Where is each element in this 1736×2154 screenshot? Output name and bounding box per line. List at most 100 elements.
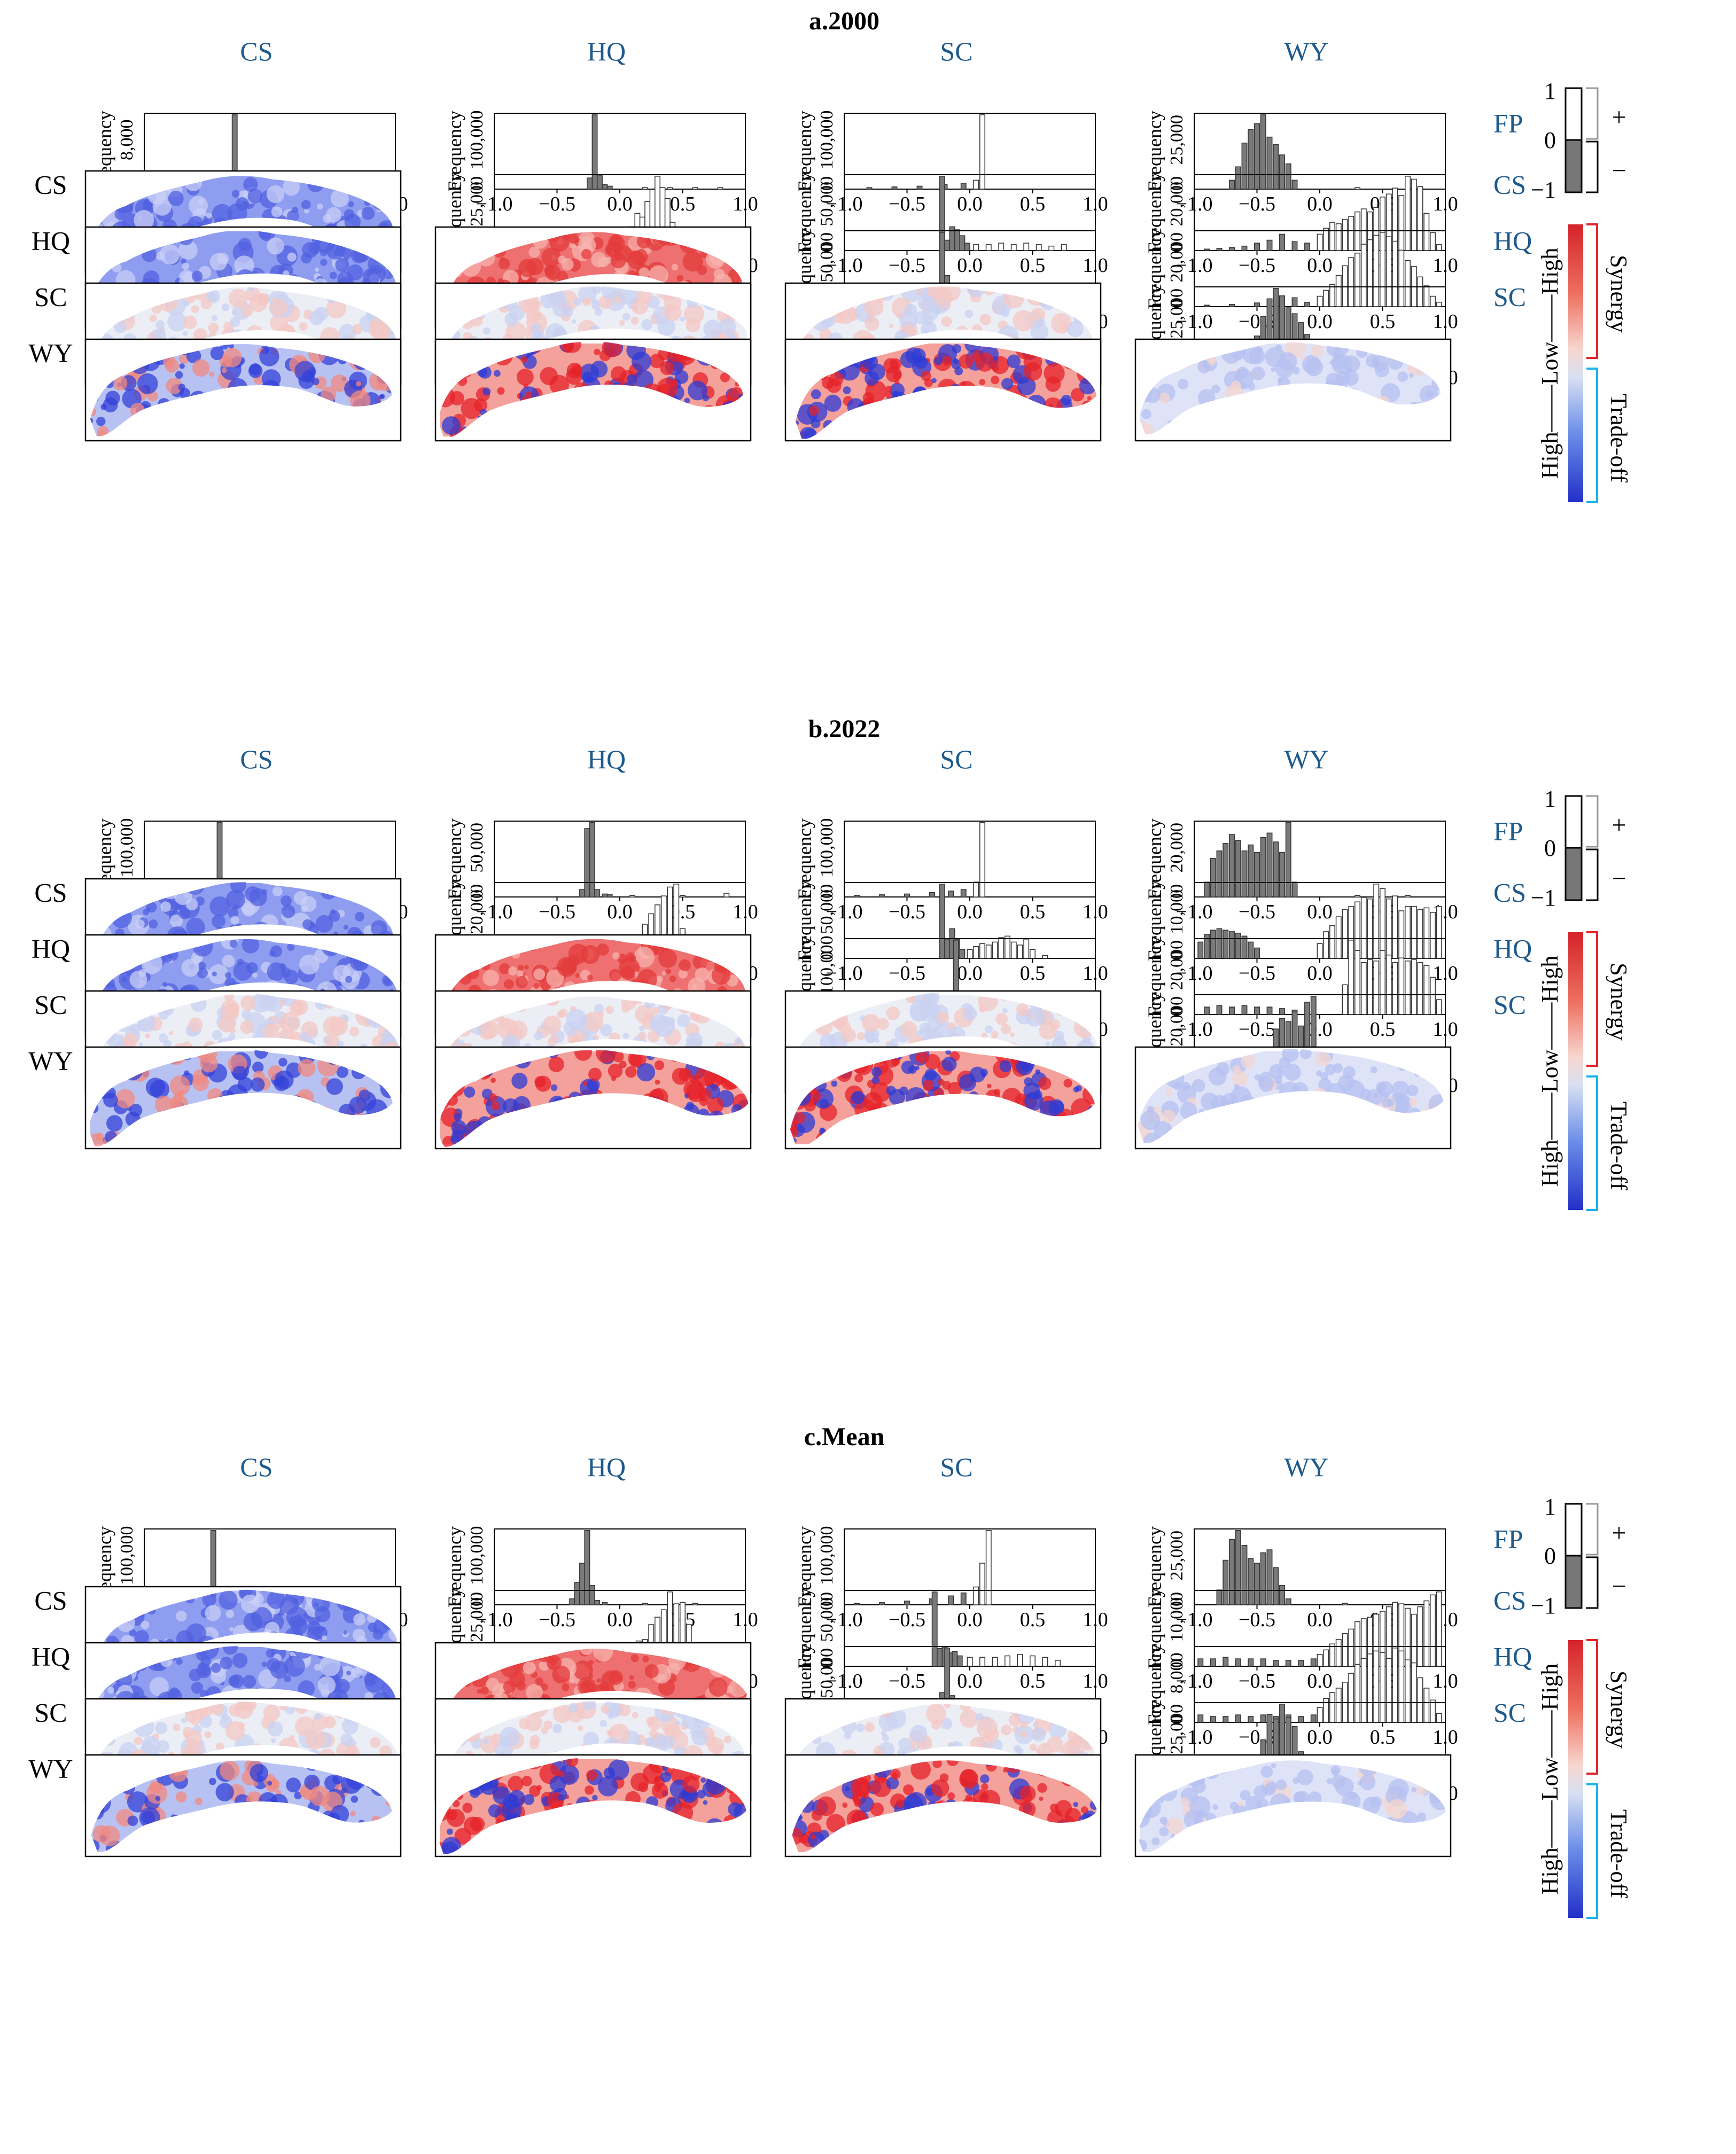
histogram-bar	[1285, 1598, 1291, 1605]
histogram-bar	[1342, 265, 1348, 307]
map-patch	[233, 962, 253, 981]
x-tick-label: 0.5	[1370, 1018, 1396, 1041]
map-patch	[330, 374, 348, 392]
histogram-bar	[1411, 906, 1417, 959]
histogram-bar	[1360, 1658, 1367, 1723]
map-patch	[851, 1090, 865, 1104]
map-patch	[918, 998, 936, 1017]
map-patch	[283, 178, 300, 196]
histogram-bar	[1342, 1633, 1348, 1667]
map-patch	[621, 1004, 630, 1013]
correlation-map	[1134, 1046, 1452, 1150]
histogram-bar	[602, 1602, 608, 1605]
histogram-bar	[692, 1603, 698, 1605]
x-tick-label: 0.0	[957, 254, 983, 277]
x-tick-label: −0.5	[889, 962, 925, 985]
histogram-bar	[1048, 245, 1055, 251]
map-patch	[178, 384, 185, 391]
histogram-bar	[1430, 911, 1436, 959]
map-patch	[1067, 321, 1084, 338]
histogram-bar	[1310, 1658, 1317, 1667]
histogram-bar	[1411, 178, 1417, 251]
y-tick-label: 100,000	[817, 818, 837, 877]
map-patch	[1397, 371, 1408, 382]
histogram-bar	[1229, 247, 1235, 251]
map-patch	[865, 371, 879, 386]
map-patch	[183, 300, 190, 307]
map-patch	[1001, 1024, 1011, 1034]
map-patch	[914, 311, 928, 324]
map-patch	[178, 240, 198, 260]
map-patch	[482, 387, 491, 396]
histogram-bar	[1216, 928, 1223, 959]
histogram-bar	[1342, 1603, 1348, 1605]
map-patch	[644, 1012, 652, 1020]
map-patch	[322, 1635, 327, 1641]
histogram-bar	[1380, 1652, 1385, 1723]
x-tick-label: 0.5	[1020, 193, 1046, 215]
x-tick-label: −0.5	[1239, 1609, 1275, 1631]
map-patch	[1045, 376, 1061, 392]
left-row-label: HQ	[32, 1642, 70, 1672]
tradeoff-label: Trade-off	[1606, 394, 1632, 483]
map-patch	[698, 1088, 712, 1102]
map-patch	[535, 1075, 551, 1092]
map-patch	[243, 177, 258, 192]
map-patch	[229, 1627, 234, 1632]
histogram-bar	[1436, 999, 1442, 1015]
map-patch	[1315, 1051, 1331, 1066]
histogram-bar	[1248, 844, 1254, 898]
map-patch	[594, 308, 603, 316]
histogram-bar	[1367, 959, 1373, 1015]
map-patch	[890, 358, 902, 370]
y-tick-label: 100,000	[817, 935, 837, 995]
negative-sign: −	[1612, 864, 1626, 893]
map-patch	[1036, 318, 1045, 327]
panel-title: b.2022	[808, 715, 881, 743]
map-patch	[638, 1032, 647, 1040]
histogram-bar	[1216, 1589, 1223, 1605]
histogram-bar	[931, 1591, 938, 1667]
map-patch	[962, 1006, 977, 1021]
map-patch	[175, 371, 183, 379]
map-patch	[314, 267, 320, 272]
map-patch	[287, 252, 297, 262]
histogram-bar	[1335, 916, 1342, 959]
map-patch	[719, 318, 736, 335]
colorbar-gradient	[1568, 224, 1583, 502]
column-header: WY	[1284, 744, 1328, 774]
map-patch	[285, 921, 292, 927]
histogram-bar	[854, 895, 860, 898]
map-patch	[931, 378, 937, 384]
tradeoff-bracket	[1586, 1075, 1598, 1211]
map-patch	[995, 1013, 1008, 1026]
histogram-bar	[1360, 244, 1367, 307]
map-patch	[192, 359, 210, 377]
left-row-label: SC	[34, 990, 67, 1020]
map-patch	[639, 1026, 645, 1032]
histogram-bar	[1354, 895, 1360, 898]
column-header: CS	[240, 744, 273, 774]
map-patch	[302, 242, 318, 258]
histogram-bar	[569, 1598, 575, 1605]
correlation-map	[434, 1046, 752, 1150]
map-patch	[320, 259, 328, 266]
map-patch	[461, 398, 482, 419]
histogram-bar	[1423, 213, 1430, 251]
y-axis-label: Frequency	[444, 111, 465, 192]
histogram-bar	[939, 884, 945, 959]
histogram-bar	[967, 1657, 973, 1667]
map-patch	[302, 370, 315, 383]
column-header: SC	[940, 1452, 972, 1482]
map-patch	[511, 1073, 528, 1089]
y-tick-label: 0	[817, 182, 837, 191]
map-patch	[1039, 1021, 1057, 1040]
map-patch	[353, 1613, 365, 1626]
histogram-bar	[1005, 1655, 1010, 1667]
histogram-bar	[1241, 850, 1248, 898]
map-patch	[991, 376, 1000, 385]
y-tick-label: 50,000	[817, 232, 837, 283]
